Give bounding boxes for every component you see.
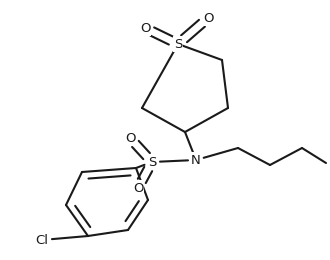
- Text: N: N: [191, 153, 201, 166]
- Text: O: O: [203, 11, 213, 24]
- Text: S: S: [148, 155, 156, 168]
- Text: Cl: Cl: [36, 233, 49, 246]
- Text: O: O: [125, 132, 135, 145]
- Text: O: O: [133, 181, 143, 194]
- Text: S: S: [174, 37, 182, 50]
- Text: O: O: [140, 22, 150, 35]
